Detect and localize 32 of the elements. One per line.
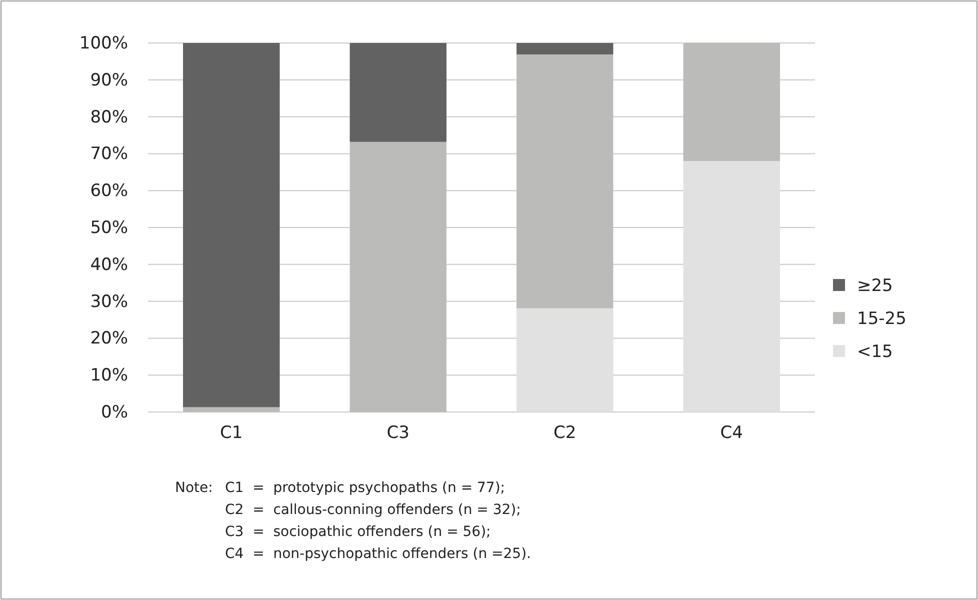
legend-label: <15 [857, 342, 893, 362]
text: C4 = non-psychopathic offenders (n =25). [225, 546, 531, 562]
text: C2 = callous-conning offenders (n = 32); [225, 502, 521, 518]
text: Note: [175, 480, 213, 496]
y-tick-label: 100% [79, 33, 128, 54]
y-tick-label: 90% [90, 70, 128, 90]
bar [683, 161, 780, 412]
legend-label: ≥25 [857, 276, 893, 296]
text: C3 = sociopathic offenders (n = 56); [225, 524, 491, 540]
y-tick-label: 60% [90, 181, 128, 202]
y-tick-label: 0% [101, 402, 128, 422]
y-tick-label: 80% [90, 107, 128, 128]
x-tick-label: C2 [554, 423, 576, 444]
y-tick-label: 20% [90, 328, 128, 349]
legend-label: 15-25 [857, 308, 906, 329]
y-tick-label: 30% [90, 292, 128, 312]
bar [683, 43, 780, 162]
bar [516, 54, 614, 308]
y-tick-label: 50% [90, 218, 128, 238]
y-tick-label: 70% [90, 144, 128, 164]
bar [350, 43, 446, 142]
bar [183, 407, 280, 412]
bar [516, 308, 614, 412]
bar [516, 43, 614, 54]
x-tick-label: C3 [386, 423, 410, 444]
y-tick-label: 10% [90, 366, 128, 386]
y-tick-label: 40% [90, 254, 128, 275]
bar [350, 142, 446, 412]
x-tick-label: C4 [720, 423, 743, 444]
text: C1 = prototypic psychopaths (n = 77); [225, 480, 505, 496]
x-tick-label: C1 [220, 423, 243, 444]
bar [183, 43, 280, 408]
